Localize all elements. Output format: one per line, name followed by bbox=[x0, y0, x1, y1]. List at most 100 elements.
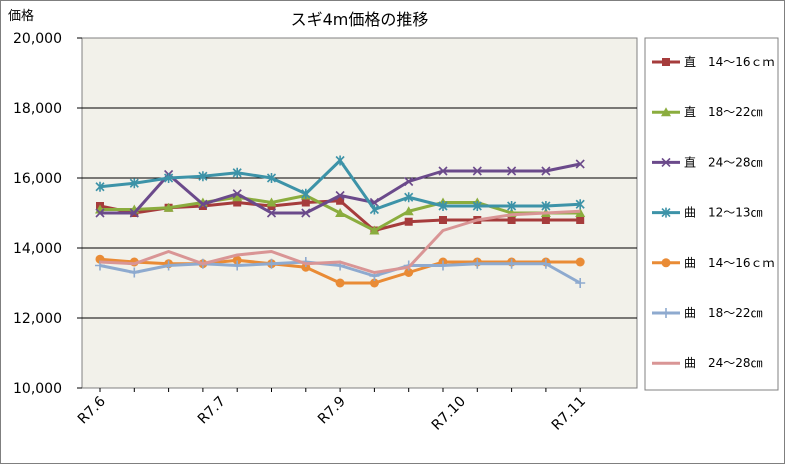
legend-label: 曲 24～28㎝ bbox=[684, 356, 763, 370]
data-point bbox=[575, 278, 586, 288]
data-point bbox=[232, 167, 242, 178]
data-point bbox=[369, 225, 380, 235]
data-point bbox=[472, 166, 482, 176]
data-point bbox=[661, 258, 671, 268]
legend-item: 曲 12～13㎝ bbox=[652, 206, 763, 220]
data-point bbox=[541, 166, 551, 176]
data-point bbox=[129, 208, 139, 218]
data-point bbox=[472, 201, 482, 211]
data-point bbox=[404, 192, 414, 203]
data-point bbox=[439, 216, 447, 224]
data-point bbox=[335, 190, 345, 201]
gridlines bbox=[82, 107, 637, 319]
data-point bbox=[662, 58, 670, 66]
legend-item: 直 18～22㎝ bbox=[652, 105, 763, 119]
data-point bbox=[575, 199, 585, 210]
data-point bbox=[404, 217, 413, 226]
x-tick-label: R7.7 bbox=[195, 394, 229, 428]
data-point bbox=[507, 166, 517, 176]
legend-label: 直 14～16ｃｍ bbox=[684, 55, 775, 69]
legend-label: 曲 14～16ｃｍ bbox=[684, 256, 775, 270]
data-point bbox=[438, 201, 448, 211]
data-point bbox=[266, 208, 277, 218]
data-point bbox=[661, 308, 671, 318]
data-point bbox=[369, 278, 379, 288]
legend-label: 曲 12～13㎝ bbox=[684, 206, 763, 220]
data-point bbox=[232, 255, 242, 265]
data-point bbox=[541, 201, 551, 211]
data-point bbox=[507, 216, 516, 224]
y-tick-label: 14,000 bbox=[13, 241, 62, 257]
data-point bbox=[301, 188, 311, 199]
x-tick-label: R7.10 bbox=[429, 394, 469, 434]
legend-item: 曲 18～22㎝ bbox=[652, 306, 763, 320]
y-tick-label: 12,000 bbox=[13, 311, 62, 327]
chart-title: スギ4m価格の推移 bbox=[291, 10, 429, 29]
data-point bbox=[335, 208, 346, 217]
data-point bbox=[472, 258, 483, 269]
data-point bbox=[163, 260, 174, 271]
y-tick-label: 16,000 bbox=[13, 171, 62, 187]
data-point bbox=[232, 189, 242, 199]
series-group bbox=[95, 155, 586, 288]
data-point bbox=[575, 159, 585, 169]
data-point bbox=[369, 204, 379, 215]
legend-label: 曲 18～22㎝ bbox=[684, 306, 763, 320]
data-point bbox=[95, 181, 105, 192]
legend-label: 直 24～28㎝ bbox=[684, 155, 763, 169]
data-point bbox=[232, 192, 243, 202]
legend-item: 直 24～28㎝ bbox=[652, 155, 763, 169]
data-point bbox=[129, 267, 140, 278]
data-point bbox=[336, 196, 345, 205]
data-point bbox=[661, 207, 671, 218]
data-point bbox=[301, 208, 311, 218]
data-point bbox=[403, 206, 414, 216]
data-point bbox=[438, 260, 448, 271]
legend-item: 曲 24～28㎝ bbox=[652, 356, 763, 370]
data-point bbox=[507, 201, 517, 211]
y-tick-label: 18,000 bbox=[13, 101, 62, 117]
x-tick-label: R7.6 bbox=[75, 393, 109, 427]
data-point bbox=[198, 199, 208, 209]
data-point bbox=[575, 257, 585, 267]
legend-item: 直 14～16ｃｍ bbox=[652, 55, 775, 69]
data-point bbox=[95, 208, 105, 218]
data-point bbox=[232, 260, 243, 271]
series-line bbox=[99, 209, 581, 274]
x-axis: R7.6 R7.7 R7.9 R7.10 R7.11 bbox=[75, 388, 589, 434]
legend-item: 曲 14～16ｃｍ bbox=[652, 256, 775, 270]
data-point bbox=[233, 198, 242, 207]
x-tick-label: R7.9 bbox=[315, 394, 349, 428]
data-point bbox=[266, 197, 277, 207]
data-point bbox=[438, 166, 448, 176]
data-point bbox=[335, 155, 345, 166]
series-7 bbox=[99, 209, 581, 274]
data-point bbox=[163, 202, 174, 212]
series-3 bbox=[95, 159, 585, 218]
data-point bbox=[198, 171, 208, 182]
data-point bbox=[404, 176, 414, 187]
data-point bbox=[335, 278, 345, 288]
data-point bbox=[506, 258, 517, 269]
data-point bbox=[266, 258, 277, 269]
y-axis-label: 価格 bbox=[8, 8, 34, 24]
y-tick-label: 20,000 bbox=[13, 31, 62, 47]
data-point bbox=[540, 258, 551, 269]
data-point bbox=[301, 198, 310, 207]
y-tick-label: 10,000 bbox=[13, 381, 62, 397]
data-point bbox=[404, 268, 414, 277]
series-4 bbox=[95, 155, 585, 215]
x-tick-label: R7.11 bbox=[549, 394, 589, 434]
data-point bbox=[266, 173, 277, 183]
data-point bbox=[661, 157, 671, 167]
data-point bbox=[576, 216, 585, 224]
data-point bbox=[661, 107, 671, 117]
data-point bbox=[541, 216, 550, 224]
legend-label: 直 18～22㎝ bbox=[684, 105, 763, 119]
y-axis: 10,000 12,000 14,000 16,000 18,000 20,000 bbox=[13, 31, 82, 397]
data-point bbox=[129, 178, 139, 189]
series-6 bbox=[95, 257, 586, 288]
data-point bbox=[164, 173, 174, 183]
